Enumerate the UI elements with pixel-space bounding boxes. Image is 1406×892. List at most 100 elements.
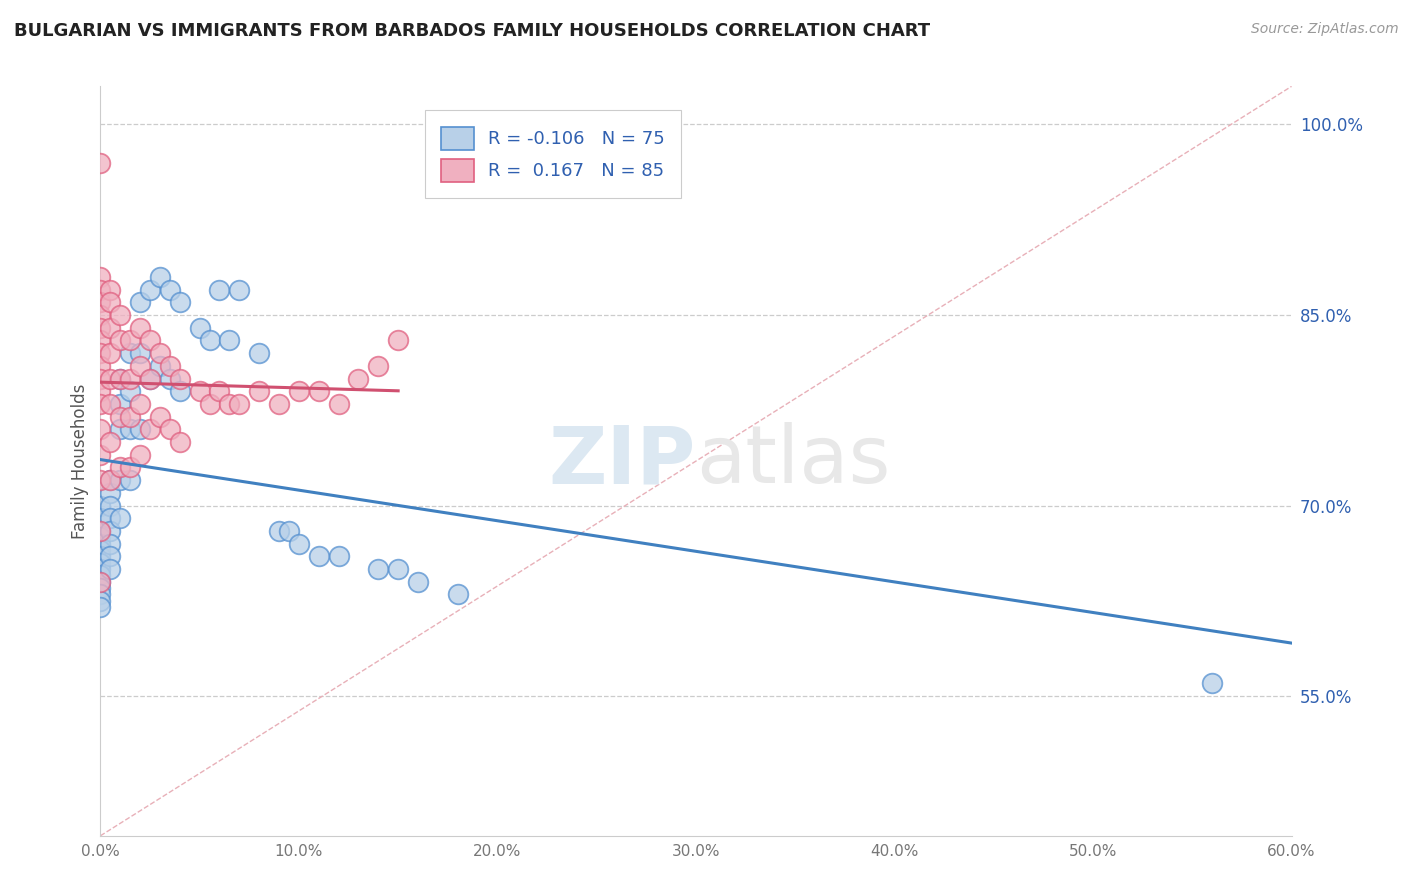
Point	[89, 448, 111, 462]
Point	[89, 536, 111, 550]
Point	[89, 295, 111, 310]
Point	[328, 549, 350, 564]
Point	[169, 384, 191, 399]
Point	[139, 371, 162, 385]
Point	[159, 283, 181, 297]
Point	[1201, 676, 1223, 690]
Point	[169, 295, 191, 310]
Point	[89, 568, 111, 582]
Point	[120, 334, 142, 348]
Point	[159, 371, 181, 385]
Point	[89, 346, 111, 360]
Point	[387, 334, 409, 348]
Point	[149, 359, 172, 373]
Point	[89, 308, 111, 322]
Text: BULGARIAN VS IMMIGRANTS FROM BARBADOS FAMILY HOUSEHOLDS CORRELATION CHART: BULGARIAN VS IMMIGRANTS FROM BARBADOS FA…	[14, 22, 931, 40]
Point	[288, 384, 311, 399]
Point	[139, 334, 162, 348]
Point	[129, 448, 152, 462]
Point	[98, 499, 121, 513]
Point	[89, 530, 111, 544]
Point	[89, 422, 111, 436]
Point	[288, 536, 311, 550]
Point	[169, 435, 191, 450]
Point	[108, 334, 131, 348]
Point	[159, 359, 181, 373]
Point	[120, 422, 142, 436]
Point	[89, 574, 111, 589]
Point	[159, 422, 181, 436]
Point	[367, 359, 389, 373]
Point	[108, 422, 131, 436]
Point	[98, 371, 121, 385]
Point	[89, 556, 111, 570]
Point	[108, 308, 131, 322]
Point	[108, 460, 131, 475]
Point	[139, 371, 162, 385]
Point	[89, 334, 111, 348]
Point	[89, 511, 111, 525]
Point	[89, 473, 111, 487]
Point	[98, 486, 121, 500]
Point	[89, 600, 111, 615]
Point	[98, 562, 121, 576]
Point	[120, 473, 142, 487]
Point	[387, 562, 409, 576]
Point	[108, 511, 131, 525]
Point	[129, 320, 152, 334]
Point	[447, 587, 470, 601]
Point	[89, 581, 111, 595]
Point	[328, 397, 350, 411]
Point	[98, 511, 121, 525]
Point	[308, 384, 330, 399]
Point	[89, 359, 111, 373]
Point	[120, 409, 142, 424]
Point	[108, 473, 131, 487]
Y-axis label: Family Households: Family Households	[72, 384, 89, 539]
Point	[98, 435, 121, 450]
Point	[89, 524, 111, 538]
Point	[89, 283, 111, 297]
Point	[89, 562, 111, 576]
Point	[247, 384, 270, 399]
Text: Source: ZipAtlas.com: Source: ZipAtlas.com	[1251, 22, 1399, 37]
Point	[89, 269, 111, 284]
Point	[89, 384, 111, 399]
Point	[198, 397, 221, 411]
Point	[139, 422, 162, 436]
Point	[108, 371, 131, 385]
Point	[98, 295, 121, 310]
Point	[89, 594, 111, 608]
Point	[208, 283, 231, 297]
Point	[98, 320, 121, 334]
Point	[108, 397, 131, 411]
Point	[267, 524, 290, 538]
Point	[347, 371, 370, 385]
Point	[98, 473, 121, 487]
Point	[139, 283, 162, 297]
Point	[98, 524, 121, 538]
Point	[89, 574, 111, 589]
Point	[89, 397, 111, 411]
Point	[149, 346, 172, 360]
Point	[228, 397, 250, 411]
Point	[149, 269, 172, 284]
Point	[218, 334, 240, 348]
Point	[120, 460, 142, 475]
Point	[198, 334, 221, 348]
Point	[89, 549, 111, 564]
Point	[89, 543, 111, 558]
Point	[98, 473, 121, 487]
Point	[247, 346, 270, 360]
Point	[308, 549, 330, 564]
Text: ZIP: ZIP	[548, 422, 696, 500]
Point	[218, 397, 240, 411]
Point	[89, 155, 111, 169]
Point	[278, 524, 301, 538]
Point	[98, 397, 121, 411]
Point	[89, 587, 111, 601]
Point	[129, 346, 152, 360]
Point	[108, 371, 131, 385]
Point	[406, 574, 429, 589]
Point	[208, 384, 231, 399]
